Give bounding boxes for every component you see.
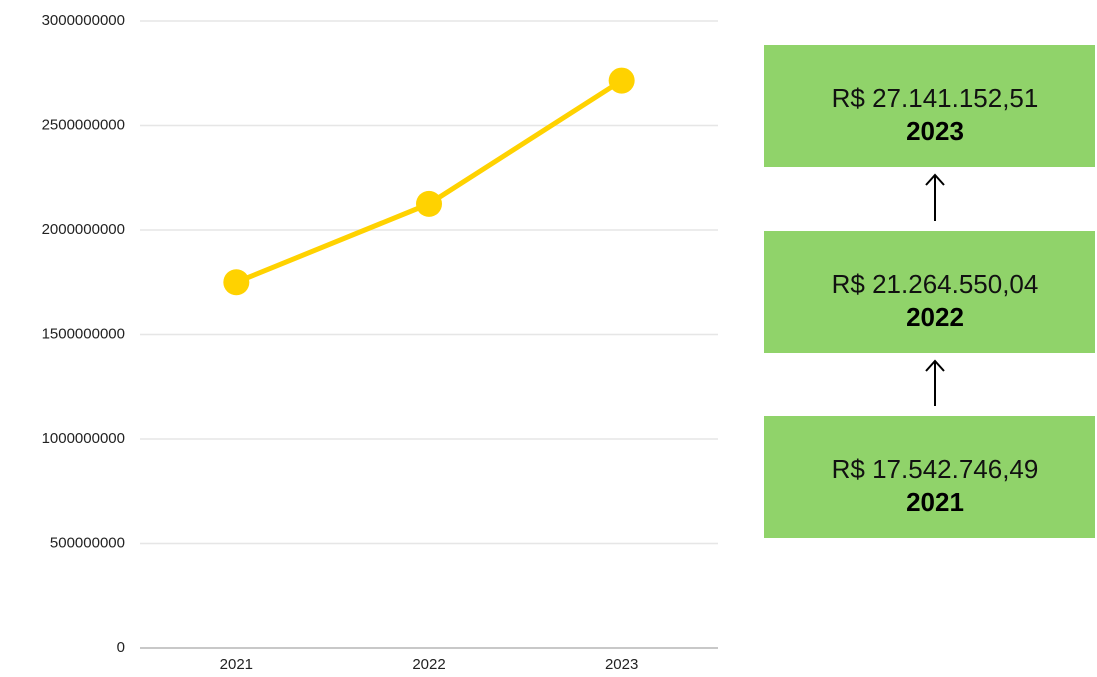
box-amount: R$ 21.264.550,04 [832,269,1039,299]
box-year: 2022 [906,302,964,332]
x-tick-label: 2021 [220,656,253,672]
y-tick-label: 1500000000 [42,325,125,342]
box-year: 2021 [906,487,964,517]
y-tick-label: 3000000000 [42,12,125,29]
y-tick-label: 0 [117,639,125,656]
arrow [925,173,945,221]
point [223,269,250,296]
y-tick-label: 1000000000 [42,430,125,447]
x-tick-label: 2022 [412,656,445,672]
point [608,67,635,94]
point [416,190,442,217]
box-year: 2023 [906,116,964,146]
y-tick-label: 2000000000 [42,221,125,238]
year-box [764,231,1095,353]
year-box [764,416,1095,538]
box-amount: R$ 27.141.152,51 [832,83,1039,113]
line [235,78,624,285]
y-tick-label: 2500000000 [42,116,125,133]
year-box [764,45,1095,167]
x-tick-label: 2023 [605,656,638,672]
box-amount: R$ 17.542.746,49 [832,454,1039,484]
y-tick-label: 500000000 [50,534,125,551]
arrow [925,359,945,406]
